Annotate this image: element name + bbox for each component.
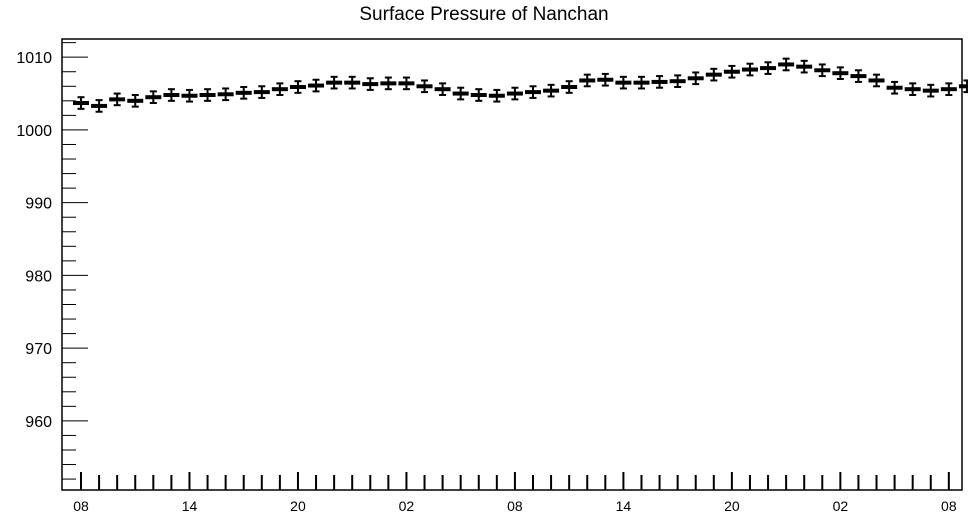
x-tick-label: 02 bbox=[399, 498, 415, 514]
x-tick-label: 14 bbox=[616, 498, 632, 514]
data-point bbox=[235, 90, 252, 95]
data-point bbox=[525, 90, 541, 95]
data-point bbox=[506, 91, 523, 96]
data-point bbox=[832, 71, 849, 76]
data-point bbox=[814, 68, 831, 73]
data-point bbox=[362, 82, 379, 87]
y-tick-label: 990 bbox=[25, 196, 52, 213]
data-point bbox=[289, 85, 306, 90]
data-point bbox=[326, 80, 343, 85]
data-point bbox=[868, 78, 885, 83]
data-point bbox=[597, 77, 614, 82]
data-point bbox=[488, 93, 505, 98]
data-point bbox=[398, 81, 415, 86]
y-tick-label: 980 bbox=[25, 268, 52, 285]
data-point bbox=[561, 85, 578, 90]
data-point bbox=[73, 101, 89, 106]
data-point bbox=[633, 80, 650, 85]
x-tick-label: 20 bbox=[290, 498, 306, 514]
y-tick-label: 1010 bbox=[16, 50, 52, 67]
data-point bbox=[687, 76, 704, 81]
data-point bbox=[651, 79, 668, 84]
data-point bbox=[109, 97, 126, 102]
data-point bbox=[416, 84, 433, 89]
data-point bbox=[886, 85, 903, 90]
plot-frame bbox=[61, 38, 963, 491]
data-point bbox=[163, 93, 180, 98]
data-point bbox=[760, 66, 777, 71]
x-tick-label: 08 bbox=[73, 498, 89, 514]
data-point bbox=[271, 87, 288, 92]
y-tick-label: 970 bbox=[25, 341, 52, 358]
data-point bbox=[615, 80, 632, 85]
data-point bbox=[940, 87, 957, 92]
y-tick-label: 960 bbox=[25, 414, 52, 431]
x-tick-label: 02 bbox=[833, 498, 849, 514]
data-point bbox=[253, 90, 270, 95]
data-point bbox=[470, 93, 487, 98]
data-point bbox=[181, 93, 198, 98]
data-point bbox=[669, 79, 686, 84]
data-point bbox=[434, 87, 451, 92]
data-point bbox=[217, 92, 234, 97]
data-point bbox=[850, 74, 867, 79]
data-point bbox=[904, 87, 921, 92]
data-point bbox=[91, 103, 108, 108]
data-point bbox=[145, 95, 162, 100]
data-point bbox=[958, 84, 968, 89]
x-tick-label: 08 bbox=[507, 498, 523, 514]
data-point bbox=[723, 69, 740, 74]
data-point bbox=[796, 64, 813, 69]
data-point bbox=[344, 80, 361, 85]
data-point bbox=[741, 67, 758, 72]
data-point bbox=[452, 91, 469, 96]
data-point bbox=[579, 78, 596, 83]
data-point bbox=[380, 81, 397, 86]
y-tick-label: 1000 bbox=[16, 123, 52, 140]
x-tick-label: 14 bbox=[182, 498, 198, 514]
data-point bbox=[127, 98, 144, 103]
chart-title: Surface Pressure of Nanchan bbox=[359, 4, 609, 25]
x-tick-label: 20 bbox=[724, 498, 740, 514]
data-point bbox=[922, 88, 939, 93]
data-point bbox=[543, 88, 560, 93]
data-point bbox=[199, 93, 216, 98]
data-point bbox=[778, 62, 795, 67]
data-point bbox=[705, 72, 722, 77]
data-point bbox=[308, 83, 325, 88]
x-tick-label: 08 bbox=[941, 498, 957, 514]
